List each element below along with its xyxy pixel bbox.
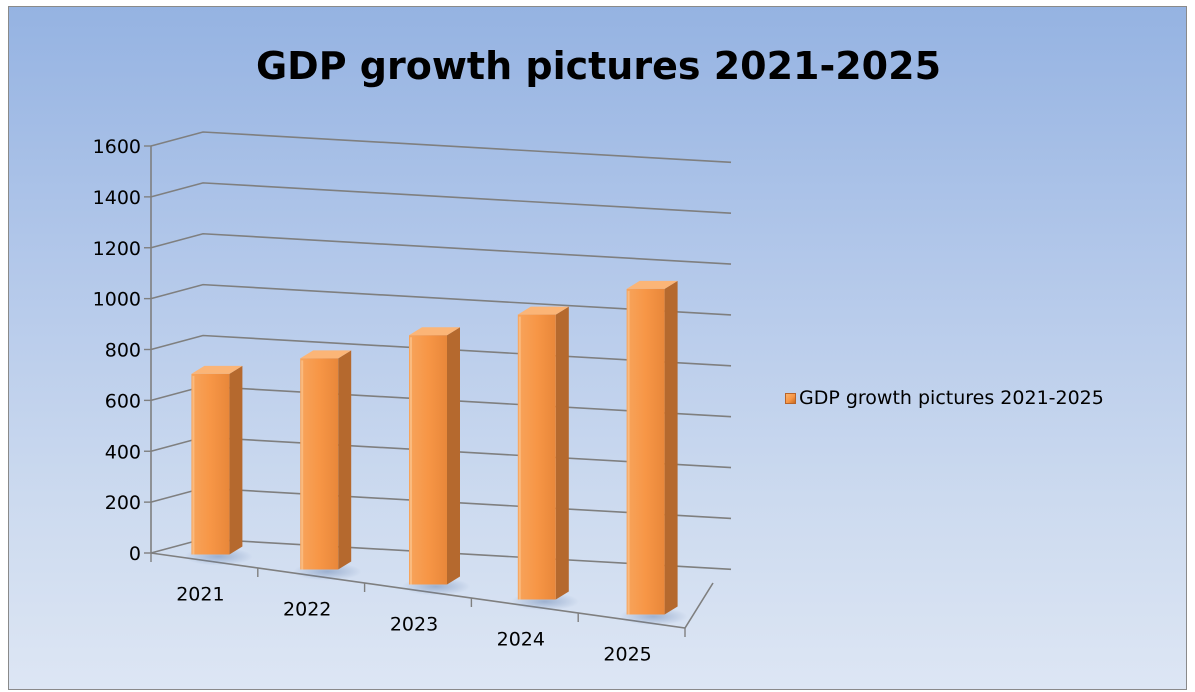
legend-label: GDP growth pictures 2021-2025 [799, 387, 1104, 409]
x-tick-label: 2021 [176, 584, 224, 606]
y-tick-label: 0 [129, 543, 141, 565]
bar [619, 280, 688, 626]
y-tick-label: 1200 [93, 238, 141, 260]
bar [184, 365, 253, 566]
y-tick-label: 400 [105, 441, 141, 463]
y-tick-label: 1000 [93, 289, 141, 311]
gridline [150, 283, 732, 316]
gridline [150, 182, 732, 214]
y-tick-label: 1400 [93, 187, 141, 209]
x-tick-label: 2025 [603, 644, 651, 666]
legend: GDP growth pictures 2021-2025 [785, 387, 1104, 409]
chart-title: GDP growth pictures 2021-2025 [255, 44, 942, 88]
gridline [150, 232, 732, 265]
y-axis-tick-labels: 0 200 400 600 800 1000 1200 1400 1600 [93, 136, 141, 565]
y-tick-label: 200 [105, 492, 141, 514]
chart-area: GDP growth pictures 2021-2025 0 200 400 600… [8, 6, 1187, 690]
x-tick-label: 2022 [283, 599, 331, 621]
x-axis-tick-labels: 2021 2022 2023 2024 2025 [176, 584, 652, 666]
y-tick-label: 800 [105, 340, 141, 362]
bar [401, 327, 471, 596]
x-tick-label: 2024 [497, 629, 545, 651]
legend-swatch [785, 392, 796, 404]
y-tick-label: 600 [105, 390, 141, 412]
gridline [150, 131, 732, 164]
x-tick-label: 2023 [390, 614, 438, 636]
bar [510, 306, 579, 611]
y-tick-label: 1600 [93, 136, 141, 158]
bars [184, 280, 688, 626]
bar [293, 350, 362, 581]
